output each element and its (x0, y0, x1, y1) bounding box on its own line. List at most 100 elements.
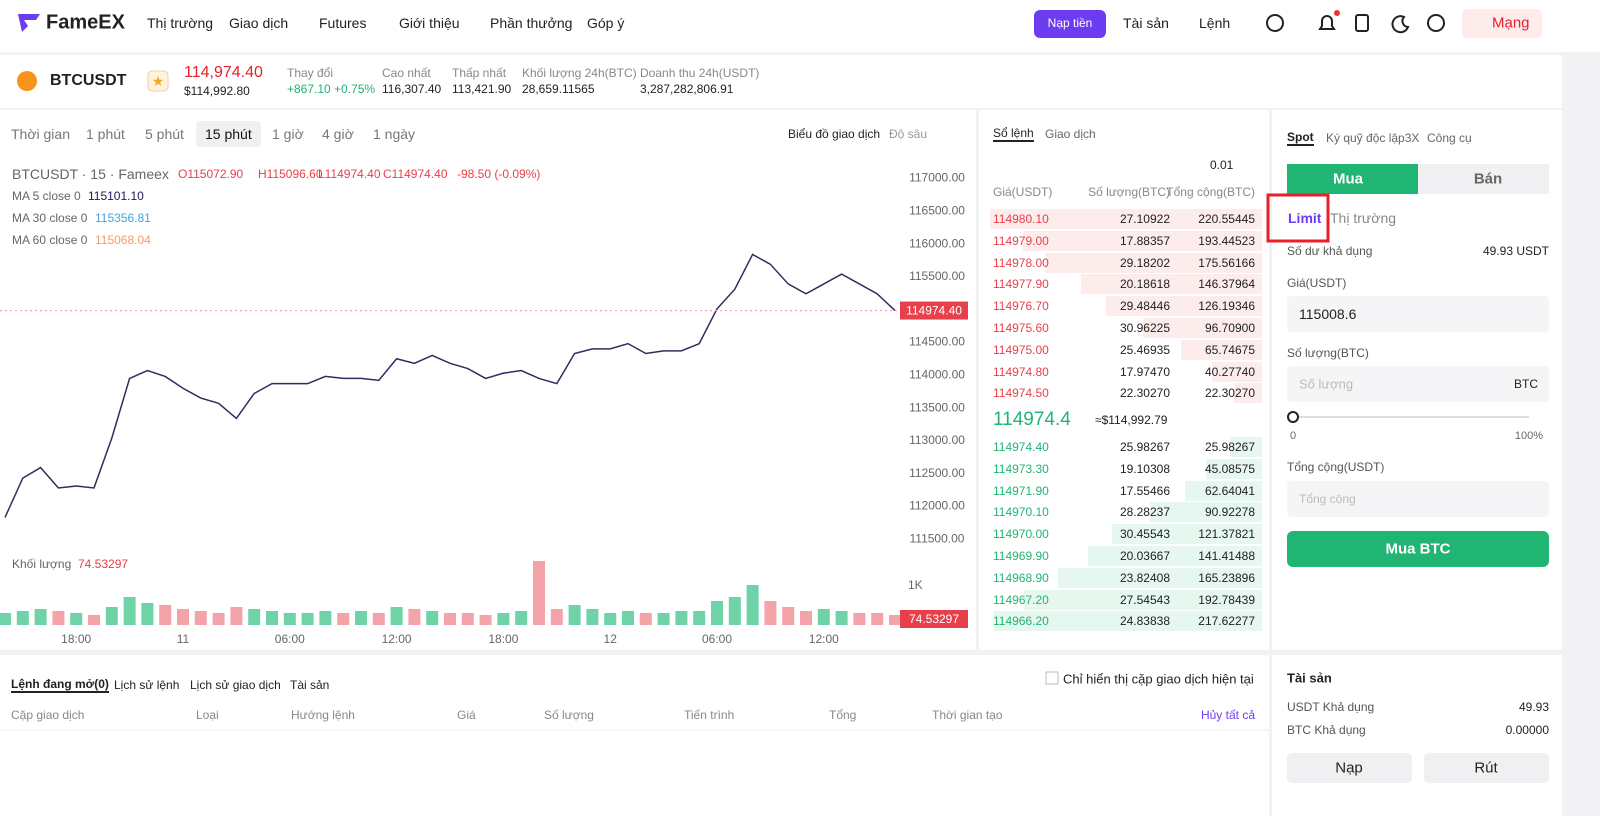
last-price: 114,974.40 (184, 64, 263, 81)
deposit-label[interactable]: Nạp tiền (1047, 16, 1093, 30)
trade-tab[interactable]: Công cụ (1427, 131, 1472, 145)
asset-button[interactable]: Nạp (1335, 759, 1363, 777)
checkbox[interactable] (1045, 671, 1059, 685)
total-input[interactable] (1287, 481, 1549, 517)
interval[interactable]: 4 giờ (322, 126, 354, 142)
favorite-button[interactable] (147, 70, 169, 92)
placeholder[interactable]: Tổng cộng (1299, 492, 1356, 506)
field-label: Giá(USDT) (1287, 276, 1347, 290)
book-tab[interactable]: Sổ lệnh (993, 126, 1034, 142)
volume-bar (408, 609, 421, 625)
interval[interactable]: 5 phút (145, 126, 184, 142)
depth-bar (1229, 437, 1262, 457)
price-value[interactable]: 115008.6 (1299, 306, 1357, 322)
orders-tab[interactable]: Lịch sử lệnh (114, 678, 180, 692)
theme-icon[interactable] (1391, 15, 1410, 34)
interval[interactable]: 1 phút (86, 126, 125, 142)
active-interval-bg (196, 121, 261, 147)
download-icon[interactable] (1355, 14, 1369, 32)
interval[interactable]: Thời gian (11, 126, 70, 142)
last-price-tag-label: 114974.40 (906, 304, 962, 318)
orders-tab[interactable]: Lệnh đang mở(0) (11, 677, 109, 693)
book-tab[interactable]: Giao dịch (1045, 127, 1096, 141)
book-qty: 25.46935 (1119, 342, 1170, 357)
trade-tab[interactable]: Ký quỹ độc lập3X (1326, 131, 1420, 145)
nav-item[interactable]: Thị trường (147, 15, 214, 31)
view-tab[interactable]: Biểu đồ giao dịch (788, 127, 881, 141)
interval[interactable]: 1 giờ (272, 126, 304, 142)
network-button[interactable] (1462, 9, 1542, 38)
volume-bar (426, 611, 439, 625)
trade-tab[interactable]: Spot (1287, 130, 1314, 146)
ticker-bar (0, 55, 1562, 108)
order-type[interactable]: Thị trường (1330, 210, 1397, 226)
sell-tab[interactable] (1418, 164, 1549, 194)
depth-bar (1087, 546, 1262, 566)
menu-item[interactable]: Tài sản (1123, 15, 1169, 31)
nav-item[interactable]: Phần thưởng (490, 15, 573, 31)
asset-button[interactable]: Rút (1474, 759, 1498, 777)
y-tick-label: 116500.00 (909, 204, 965, 218)
network-label[interactable]: Mạng (1492, 14, 1530, 32)
book-qty: 20.03667 (1119, 549, 1170, 563)
profile-icon[interactable] (1266, 14, 1284, 32)
buy-label[interactable]: Mua (1333, 170, 1363, 188)
symbol[interactable]: BTCUSDT (50, 72, 127, 89)
withdraw-button[interactable] (1424, 753, 1549, 783)
stat-label: Cao nhất (382, 66, 431, 80)
menu-item[interactable]: Lệnh (1199, 15, 1231, 31)
nav-item[interactable]: Futures (319, 15, 367, 31)
ma-value: 115356.81 (95, 211, 151, 225)
book-price: 114968.90 (993, 570, 1049, 585)
volume-bar (479, 615, 492, 625)
cancel-all[interactable]: Hủy tất cả (1200, 708, 1255, 722)
volume-bar (515, 611, 528, 625)
book-qty: 17.97470 (1119, 364, 1170, 379)
nav-item[interactable]: Giao dịch (229, 15, 289, 31)
depth-bar (1112, 524, 1262, 545)
deposit-button[interactable] (1034, 10, 1106, 38)
y-tick-label: 1K (908, 578, 923, 592)
submit-label[interactable]: Mua BTC (1385, 540, 1451, 558)
deposit-asset-button[interactable] (1287, 753, 1412, 783)
bell-icon[interactable] (1318, 15, 1336, 30)
sell-label[interactable]: Bán (1473, 170, 1503, 188)
stat-value: 28,659.11565 (522, 82, 595, 96)
ohlc-value: -98.50 (-0.09%) (457, 167, 541, 181)
order-type[interactable]: Limit (1288, 210, 1322, 226)
book-qty: 30.96225 (1119, 321, 1170, 335)
ma-label: MA 60 close 0 (12, 233, 88, 247)
asset-value: 0.00000 (1505, 723, 1549, 737)
orders-tab[interactable]: Lịch sử giao dịch (190, 678, 281, 692)
view-tab[interactable]: Độ sâu (889, 127, 928, 141)
book-total: 175.56166 (1198, 255, 1255, 270)
nav-item[interactable]: Góp ý (587, 15, 625, 31)
depth-bar (1023, 230, 1262, 251)
volume-bar (853, 613, 866, 625)
x-tick-label: 12 (604, 632, 618, 646)
logo: FameEX (46, 11, 125, 34)
submit-button[interactable] (1287, 531, 1549, 567)
slider-knob[interactable] (1287, 411, 1299, 423)
volume-bar (639, 613, 652, 625)
placeholder[interactable]: Số lượng (1299, 376, 1354, 392)
language-icon[interactable] (1427, 14, 1445, 32)
orders-tab[interactable]: Tài sản (290, 678, 330, 692)
book-total: 146.37964 (1198, 277, 1255, 292)
volume-bar (283, 613, 296, 625)
nav-item[interactable]: Giới thiệu (399, 15, 460, 31)
depth-bar (1081, 274, 1262, 295)
stat-value: +867.10 +0.75% (287, 82, 376, 96)
volume-bar (746, 585, 759, 625)
book-price: 114969.90 (993, 549, 1049, 563)
book-qty: 17.55466 (1119, 483, 1170, 498)
price-input[interactable] (1287, 296, 1549, 332)
qty-input[interactable] (1287, 366, 1549, 402)
ohlc-value: O115072.90 (178, 167, 244, 181)
col-header: Giá(USDT) (993, 185, 1053, 199)
interval[interactable]: 1 ngày (373, 126, 416, 142)
buy-tab[interactable] (1287, 164, 1418, 194)
filter-label[interactable]: Chỉ hiển thị cặp giao dịch hiện tại (1063, 671, 1254, 687)
interval[interactable]: 15 phút (205, 126, 252, 142)
col-header: Số lượng(BTC) (1088, 185, 1170, 199)
